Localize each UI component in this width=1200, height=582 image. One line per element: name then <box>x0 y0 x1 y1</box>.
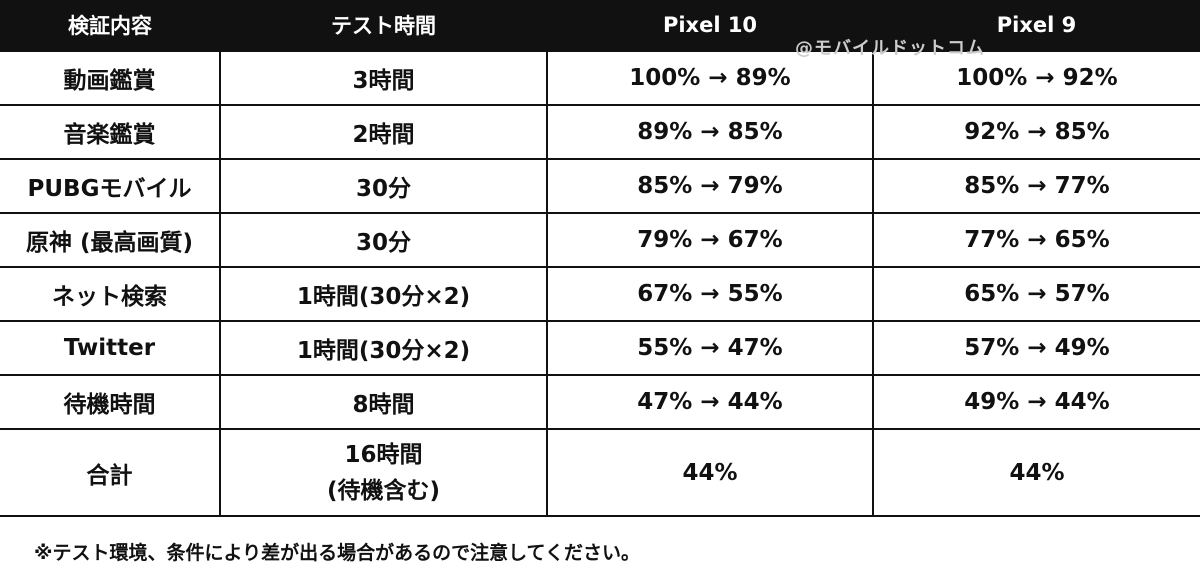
test-item: 動画鑑賞 <box>0 50 221 106</box>
test-time: 8時間 <box>219 374 548 430</box>
total-time: 16時間 (待機含む) <box>219 428 548 517</box>
total-row: 合計 16時間 (待機含む) 44% 44% <box>0 428 1200 517</box>
header-pixel9: Pixel 9 <box>873 0 1200 51</box>
table-row: Twitter 1時間(30分×2) 55% → 47% 57% → 49% <box>0 320 1200 376</box>
test-item: ネット検索 <box>0 266 221 322</box>
test-item: 音楽鑑賞 <box>0 104 221 160</box>
battery-test-table: 検証内容 テスト時間 Pixel 10 Pixel 9 動画鑑賞 3時間 100… <box>0 0 1200 517</box>
pixel10-result: 85% → 79% <box>546 158 874 214</box>
pixel9-result: 85% → 77% <box>872 158 1200 214</box>
table-row: ネット検索 1時間(30分×2) 67% → 55% 65% → 57% <box>0 266 1200 322</box>
table-row: 動画鑑賞 3時間 100% → 89% 100% → 92% <box>0 50 1200 106</box>
footnote: ※テスト環境、条件により差が出る場合があるので注意してください。 <box>34 542 640 564</box>
pixel10-result: 47% → 44% <box>546 374 874 430</box>
header-row: 検証内容 テスト時間 Pixel 10 Pixel 9 <box>0 0 1200 51</box>
pixel9-result: 65% → 57% <box>872 266 1200 322</box>
test-time: 30分 <box>219 212 548 268</box>
table-row: 待機時間 8時間 47% → 44% 49% → 44% <box>0 374 1200 430</box>
pixel9-result: 100% → 92% <box>872 50 1200 106</box>
test-time: 1時間(30分×2) <box>219 320 548 376</box>
table-row: 原神 (最高画質) 30分 79% → 67% 77% → 65% <box>0 212 1200 268</box>
pixel10-result: 79% → 67% <box>546 212 874 268</box>
test-time: 2時間 <box>219 104 548 160</box>
pixel10-result: 89% → 85% <box>546 104 874 160</box>
total-label: 合計 <box>0 428 221 517</box>
table-row: PUBGモバイル 30分 85% → 79% 85% → 77% <box>0 158 1200 214</box>
test-item: 原神 (最高画質) <box>0 212 221 268</box>
test-time: 1時間(30分×2) <box>219 266 548 322</box>
table-row: 音楽鑑賞 2時間 89% → 85% 92% → 85% <box>0 104 1200 160</box>
pixel9-result: 92% → 85% <box>872 104 1200 160</box>
header-pixel10: Pixel 10 <box>547 0 873 51</box>
pixel10-total: 44% <box>546 428 874 517</box>
pixel10-result: 100% → 89% <box>546 50 874 106</box>
total-time-hours: 16時間 <box>344 441 423 468</box>
watermark: @モバイルドットコム <box>795 38 985 59</box>
test-item: 待機時間 <box>0 374 221 430</box>
pixel9-result: 57% → 49% <box>872 320 1200 376</box>
test-time: 3時間 <box>219 50 548 106</box>
pixel10-result: 67% → 55% <box>546 266 874 322</box>
test-time: 30分 <box>219 158 548 214</box>
test-item: Twitter <box>0 320 221 376</box>
total-time-note: (待機含む) <box>326 477 441 504</box>
pixel9-total: 44% <box>872 428 1200 517</box>
pixel9-result: 77% → 65% <box>872 212 1200 268</box>
pixel9-result: 49% → 44% <box>872 374 1200 430</box>
pixel10-result: 55% → 47% <box>546 320 874 376</box>
test-item: PUBGモバイル <box>0 158 221 214</box>
header-test-time: テスト時間 <box>220 0 547 51</box>
header-test-content: 検証内容 <box>0 0 220 51</box>
